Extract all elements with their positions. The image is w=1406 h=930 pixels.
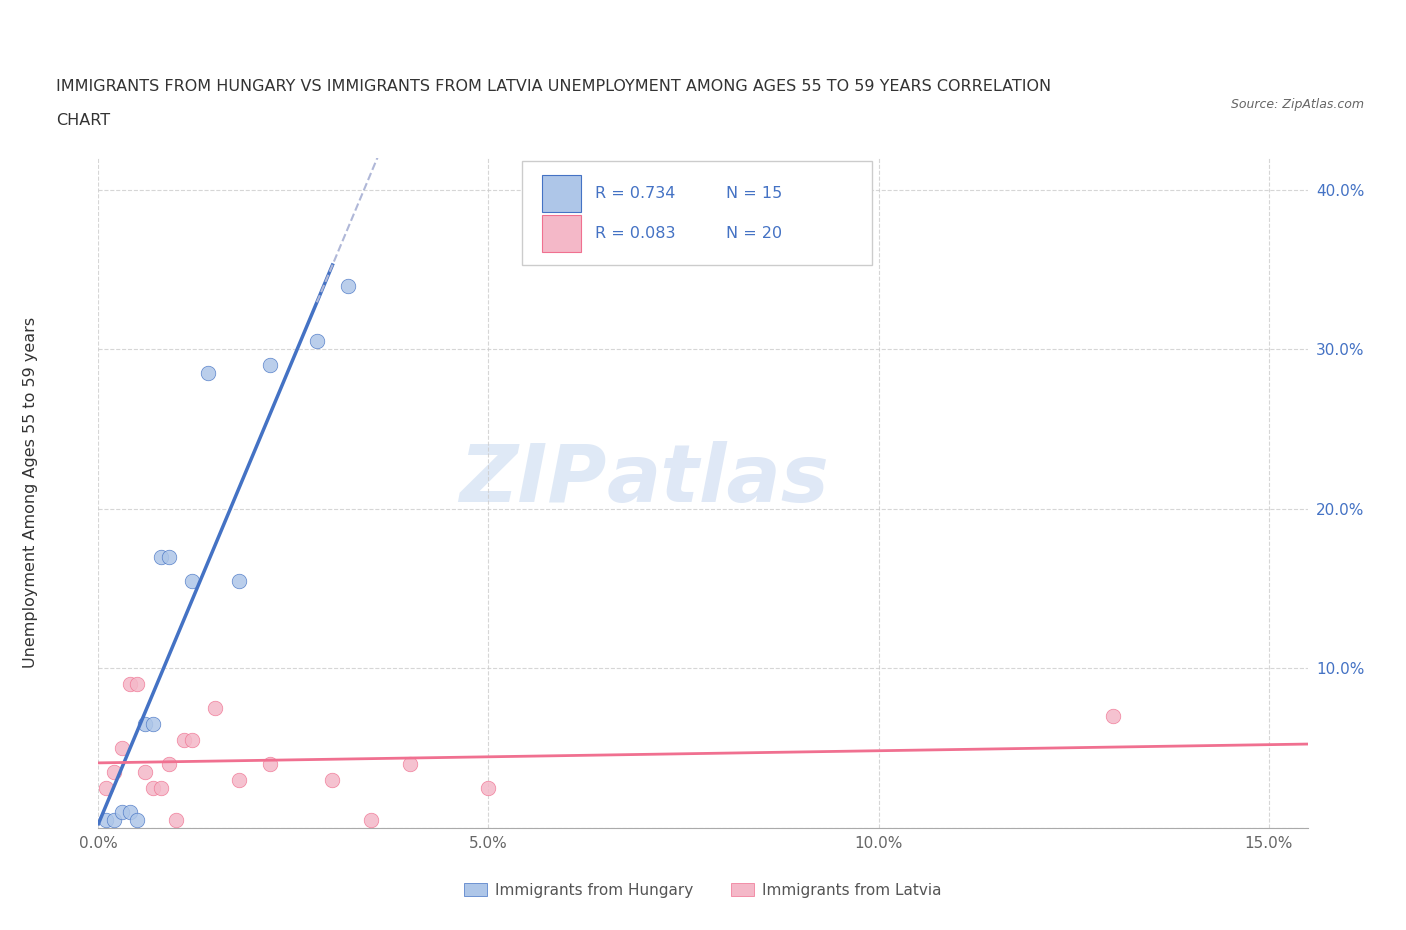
Text: N = 15: N = 15 — [725, 186, 782, 201]
Text: IMMIGRANTS FROM HUNGARY VS IMMIGRANTS FROM LATVIA UNEMPLOYMENT AMONG AGES 55 TO : IMMIGRANTS FROM HUNGARY VS IMMIGRANTS FR… — [56, 79, 1052, 94]
Legend: Immigrants from Hungary, Immigrants from Latvia: Immigrants from Hungary, Immigrants from… — [458, 876, 948, 904]
Point — [103, 764, 125, 779]
Point — [111, 804, 134, 819]
Point — [149, 780, 172, 795]
Point — [173, 733, 195, 748]
Point — [197, 365, 219, 380]
Point — [149, 550, 172, 565]
Text: R = 0.083: R = 0.083 — [595, 226, 676, 241]
Point — [96, 812, 118, 827]
Text: Unemployment Among Ages 55 to 59 years: Unemployment Among Ages 55 to 59 years — [24, 317, 38, 669]
Point — [103, 812, 125, 827]
Point — [181, 573, 204, 588]
Point — [259, 358, 281, 373]
Point — [157, 756, 180, 771]
Point — [360, 812, 382, 827]
Point — [118, 804, 141, 819]
Point — [399, 756, 422, 771]
Point — [1101, 709, 1123, 724]
Bar — [543, 215, 581, 252]
Point — [142, 717, 165, 732]
Text: atlas: atlas — [606, 441, 830, 519]
Point — [181, 733, 204, 748]
Point — [228, 773, 250, 788]
Point — [134, 764, 156, 779]
Bar — [543, 175, 581, 212]
Point — [134, 717, 156, 732]
Text: Source: ZipAtlas.com: Source: ZipAtlas.com — [1230, 98, 1364, 111]
FancyBboxPatch shape — [522, 162, 872, 265]
Point — [127, 812, 149, 827]
Text: N = 20: N = 20 — [725, 226, 782, 241]
Point — [204, 700, 226, 715]
Point — [96, 780, 118, 795]
Text: CHART: CHART — [56, 113, 110, 128]
Point — [142, 780, 165, 795]
Point — [305, 334, 328, 349]
Point — [228, 573, 250, 588]
Point — [477, 780, 499, 795]
Point — [337, 278, 360, 293]
Text: ZIP: ZIP — [458, 441, 606, 519]
Text: R = 0.734: R = 0.734 — [595, 186, 676, 201]
Point — [321, 773, 343, 788]
Point — [111, 740, 134, 755]
Point — [127, 677, 149, 692]
Point — [118, 677, 141, 692]
Point — [165, 812, 187, 827]
Point — [157, 550, 180, 565]
Point — [259, 756, 281, 771]
